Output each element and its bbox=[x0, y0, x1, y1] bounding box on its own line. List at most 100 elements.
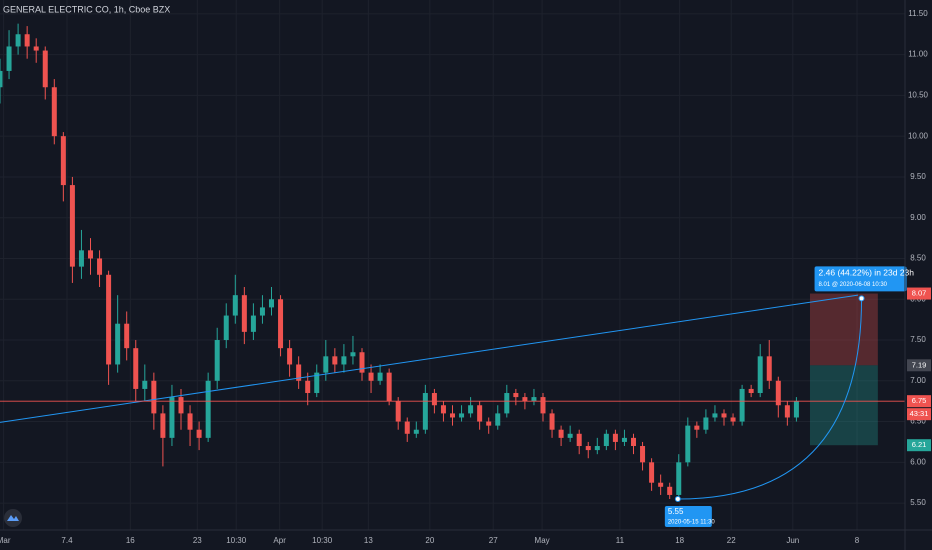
candle-body bbox=[468, 405, 474, 414]
candle-body bbox=[196, 429, 202, 438]
y-tick-label: 11.00 bbox=[908, 50, 928, 59]
candle-body bbox=[232, 295, 238, 316]
candle-body bbox=[133, 348, 139, 389]
candle-body bbox=[377, 372, 383, 381]
candle-body bbox=[24, 34, 30, 47]
x-tick-label: 22 bbox=[727, 536, 736, 545]
candle-body bbox=[694, 425, 700, 430]
candle-body bbox=[721, 413, 727, 418]
candle-body bbox=[504, 393, 510, 414]
candle-body bbox=[549, 413, 555, 430]
candle-body bbox=[395, 401, 401, 422]
candle-body bbox=[6, 46, 12, 71]
last-price-tag: 6.75 bbox=[912, 396, 927, 405]
x-tick-label: 20 bbox=[425, 536, 434, 545]
x-tick-label: 13 bbox=[364, 536, 373, 545]
measure-start bbox=[674, 496, 681, 503]
candle-body bbox=[69, 185, 75, 267]
candle-body bbox=[621, 437, 627, 442]
candle-body bbox=[160, 413, 166, 438]
measure-end bbox=[858, 295, 865, 302]
candle-body bbox=[757, 356, 763, 394]
measure-end-label: 8.01 @ 2020-06-08 10:30 bbox=[819, 282, 888, 288]
candle-body bbox=[748, 388, 754, 394]
candle-body bbox=[88, 250, 93, 259]
candle-body bbox=[784, 405, 790, 418]
position-profit-zone bbox=[809, 365, 878, 446]
candle-body bbox=[486, 421, 492, 426]
candle-body bbox=[250, 315, 256, 332]
y-tick-label: 6.50 bbox=[910, 417, 926, 426]
logo[interactable] bbox=[4, 509, 22, 527]
candle-body bbox=[0, 70, 3, 88]
candle-body bbox=[558, 429, 564, 438]
candle-body bbox=[214, 340, 220, 381]
candle-body bbox=[115, 323, 121, 365]
candle-body bbox=[97, 258, 103, 275]
x-tick-label: 27 bbox=[489, 536, 498, 545]
candle-body bbox=[730, 417, 736, 422]
x-tick-label: 16 bbox=[126, 536, 135, 545]
target-tag: 8.07 bbox=[912, 289, 927, 298]
candle-body bbox=[413, 429, 419, 434]
candle-body bbox=[296, 364, 302, 381]
candle-body bbox=[178, 397, 184, 414]
candle-body bbox=[739, 388, 745, 422]
x-tick-label: 7.4 bbox=[61, 536, 73, 545]
candle-body bbox=[404, 421, 410, 434]
y-tick-label: 9.50 bbox=[910, 172, 926, 181]
x-tick-label: 8 bbox=[855, 536, 860, 545]
candle-body bbox=[78, 250, 84, 267]
candle-body bbox=[631, 437, 636, 447]
x-tick-label: Mar bbox=[0, 536, 11, 545]
position-loss-zone bbox=[809, 293, 878, 366]
candle-body bbox=[703, 417, 709, 430]
candle-body bbox=[450, 413, 455, 418]
logo-icon[interactable] bbox=[7, 515, 19, 521]
candle-body bbox=[341, 356, 347, 365]
candle-body bbox=[766, 356, 772, 381]
candle-body bbox=[187, 413, 193, 430]
candle-body bbox=[567, 433, 573, 438]
candle-body bbox=[640, 446, 646, 463]
candle-body bbox=[323, 356, 329, 373]
candle-body bbox=[658, 482, 664, 487]
y-tick-label: 7.00 bbox=[910, 376, 926, 385]
candle-body bbox=[459, 413, 465, 418]
candle-body bbox=[649, 462, 655, 483]
candle-body bbox=[106, 274, 112, 365]
x-tick-label: May bbox=[535, 536, 550, 545]
candle-body bbox=[576, 433, 582, 447]
countdown-tag: 43:31 bbox=[910, 409, 929, 418]
measure-curve bbox=[677, 298, 863, 500]
candle-body bbox=[205, 380, 211, 438]
candle-body bbox=[793, 401, 799, 418]
candle-body bbox=[259, 307, 265, 316]
candle-body bbox=[305, 380, 311, 394]
candle-body bbox=[422, 393, 428, 430]
candle-body bbox=[495, 413, 501, 426]
candle-body bbox=[169, 397, 175, 438]
candle-body bbox=[685, 425, 691, 463]
candle-body bbox=[15, 34, 21, 47]
entry-tag: 7.19 bbox=[912, 360, 927, 369]
measure-end-box bbox=[814, 266, 907, 292]
candle-body bbox=[359, 352, 365, 373]
candle-body bbox=[540, 397, 546, 414]
candle-body bbox=[60, 136, 66, 186]
y-tick-label: 6.00 bbox=[910, 457, 926, 466]
candle-body bbox=[676, 462, 682, 495]
candle-body bbox=[440, 405, 446, 414]
target-tag-bg bbox=[907, 287, 931, 300]
candle-body bbox=[775, 380, 781, 406]
candle-body bbox=[350, 352, 356, 357]
candle-body bbox=[42, 50, 48, 88]
measure-start-box bbox=[664, 506, 712, 528]
candle-body bbox=[603, 433, 609, 447]
y-tick-label: 7.50 bbox=[910, 335, 926, 344]
y-tick-label: 5.50 bbox=[910, 498, 926, 507]
candle-body bbox=[33, 46, 39, 51]
candle-body bbox=[51, 87, 57, 137]
x-tick-label: 10:30 bbox=[312, 536, 333, 545]
